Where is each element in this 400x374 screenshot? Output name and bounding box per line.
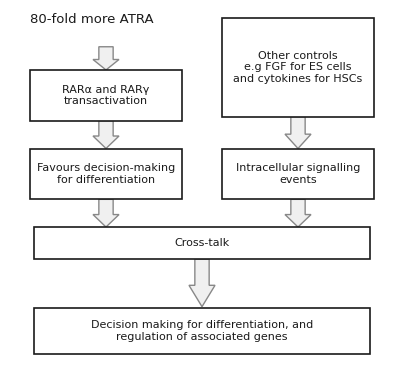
Text: 80-fold more ATRA: 80-fold more ATRA [30,13,154,26]
Text: Intracellular signalling
events: Intracellular signalling events [236,163,360,185]
Text: Decision making for differentiation, and
regulation of associated genes: Decision making for differentiation, and… [91,320,313,342]
FancyBboxPatch shape [30,148,182,199]
Polygon shape [93,47,119,70]
Polygon shape [285,117,311,148]
Polygon shape [93,121,119,148]
FancyBboxPatch shape [30,70,182,120]
Text: Favours decision-making
for differentiation: Favours decision-making for differentiat… [37,163,175,185]
Text: Other controls
e.g FGF for ES cells
and cytokines for HSCs: Other controls e.g FGF for ES cells and … [233,51,363,84]
FancyBboxPatch shape [34,307,370,355]
Polygon shape [189,259,215,307]
FancyBboxPatch shape [222,18,374,117]
Text: Cross-talk: Cross-talk [174,238,230,248]
Polygon shape [285,199,311,227]
Polygon shape [93,199,119,227]
FancyBboxPatch shape [222,148,374,199]
FancyBboxPatch shape [34,227,370,259]
Text: RARα and RARγ
transactivation: RARα and RARγ transactivation [62,85,150,106]
